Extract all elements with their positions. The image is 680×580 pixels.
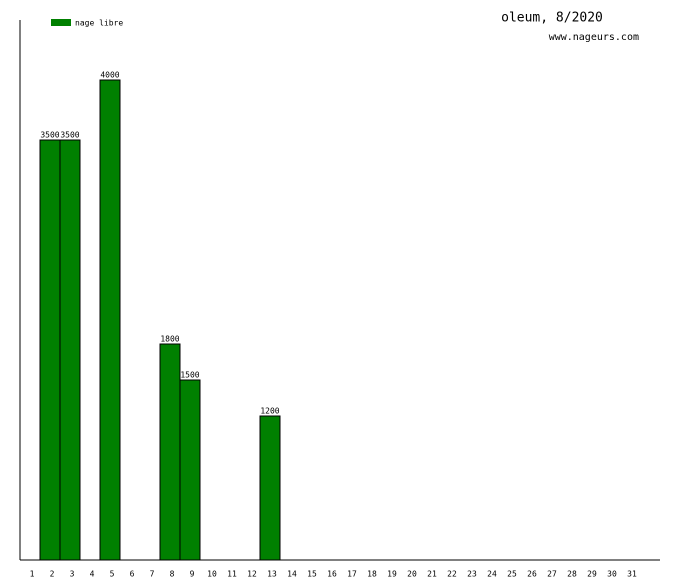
x-tick-label: 1 xyxy=(30,570,35,579)
bar xyxy=(259,415,281,561)
bar xyxy=(159,343,181,561)
legend-label: nage libre xyxy=(75,19,123,28)
x-tick-label: 14 xyxy=(287,570,297,579)
x-tick-label: 7 xyxy=(150,570,155,579)
x-tick-label: 2 xyxy=(50,570,55,579)
x-tick-label: 31 xyxy=(627,570,637,579)
x-tick-label: 24 xyxy=(487,570,497,579)
x-tick-label: 10 xyxy=(207,570,217,579)
x-tick-label: 16 xyxy=(327,570,337,579)
chart-subtitle: www.nageurs.com xyxy=(549,32,639,43)
x-tick-label: 28 xyxy=(567,570,577,579)
x-tick-label: 8 xyxy=(170,570,175,579)
x-tick-label: 15 xyxy=(307,570,317,579)
value-label: 3500 xyxy=(60,131,79,140)
x-tick-label: 12 xyxy=(247,570,257,579)
bar xyxy=(39,139,61,561)
value-label: 3500 xyxy=(40,131,59,140)
value-label: 1800 xyxy=(160,335,179,344)
x-tick-label: 22 xyxy=(447,570,457,579)
x-tick-label: 23 xyxy=(467,570,477,579)
x-tick-label: 17 xyxy=(347,570,357,579)
x-tick-label: 4 xyxy=(90,570,95,579)
x-tick-label: 9 xyxy=(190,570,195,579)
x-tick-label: 20 xyxy=(407,570,417,579)
bar xyxy=(99,79,121,561)
bar xyxy=(59,139,81,561)
x-tick-label: 27 xyxy=(547,570,557,579)
x-tick-label: 3 xyxy=(70,570,75,579)
x-tick-label: 11 xyxy=(227,570,237,579)
x-tick-label: 5 xyxy=(110,570,115,579)
bar xyxy=(179,379,201,561)
x-tick-label: 30 xyxy=(607,570,617,579)
x-tick-label: 19 xyxy=(387,570,397,579)
x-tick-label: 29 xyxy=(587,570,597,579)
value-label: 1200 xyxy=(260,407,279,416)
x-tick-label: 18 xyxy=(367,570,377,579)
x-tick-label: 26 xyxy=(527,570,537,579)
value-label: 4000 xyxy=(100,71,119,80)
x-tick-label: 6 xyxy=(130,570,135,579)
chart-title: oleum, 8/2020 xyxy=(501,11,603,26)
x-tick-label: 25 xyxy=(507,570,517,579)
legend-swatch xyxy=(51,19,71,26)
value-label: 1500 xyxy=(180,371,199,380)
x-tick-label: 13 xyxy=(267,570,277,579)
x-tick-label: 21 xyxy=(427,570,437,579)
